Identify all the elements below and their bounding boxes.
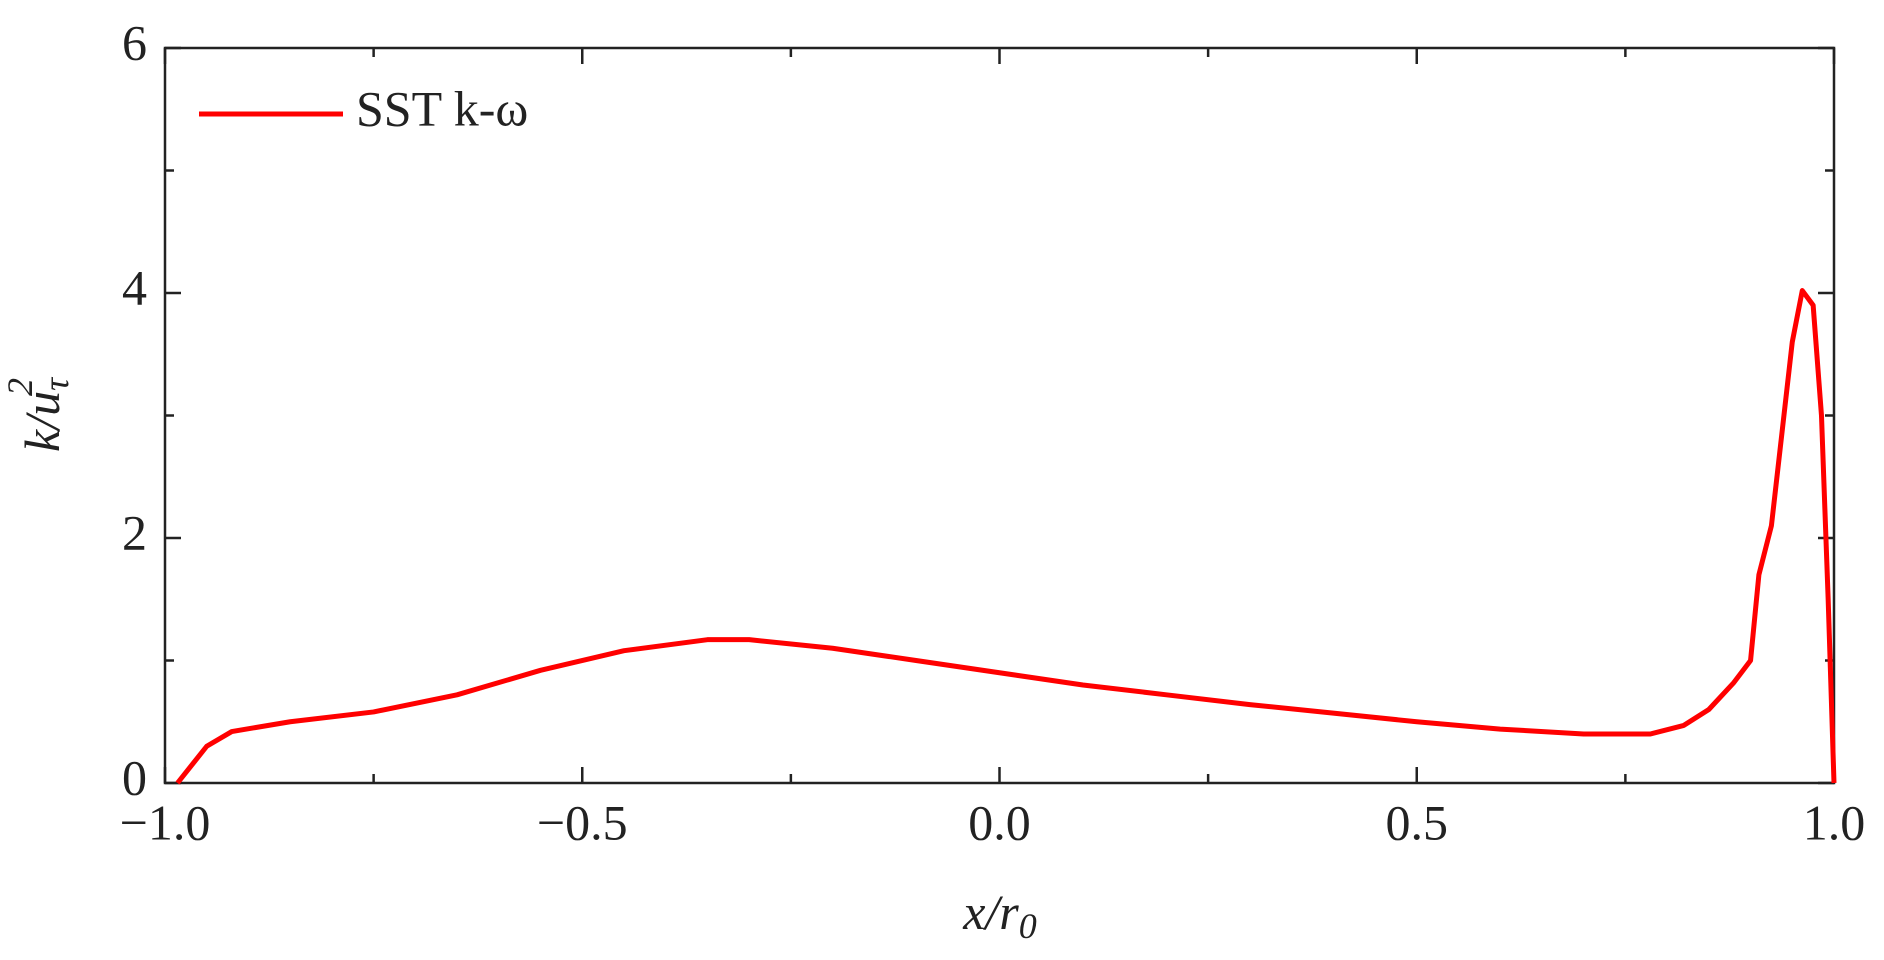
x-tick-label: 0.5 [1386,794,1449,850]
y-label-sup: 2 [0,378,40,396]
y-axis-label: k/uτ2 [0,377,76,452]
legend-label: SST k-ω [356,80,528,136]
data-line [175,288,1837,785]
x-tick-label: 1.0 [1803,794,1866,850]
y-tick-label: 4 [122,259,147,315]
y-tick-label: 0 [122,749,147,805]
y-label-base: k/u [14,391,70,452]
y-tick-label: 6 [122,14,147,70]
x-tick-label: −0.5 [537,794,628,850]
x-tick-label: 0.0 [968,794,1031,850]
y-tick-label: 2 [122,504,147,560]
x-label-base: x/r [962,884,1019,940]
x-label-sub: 0 [1019,906,1037,946]
x-axis-label: x/r0 [962,884,1037,946]
y-label-sub: τ [36,377,76,391]
x-tick-label: −1.0 [120,794,211,850]
